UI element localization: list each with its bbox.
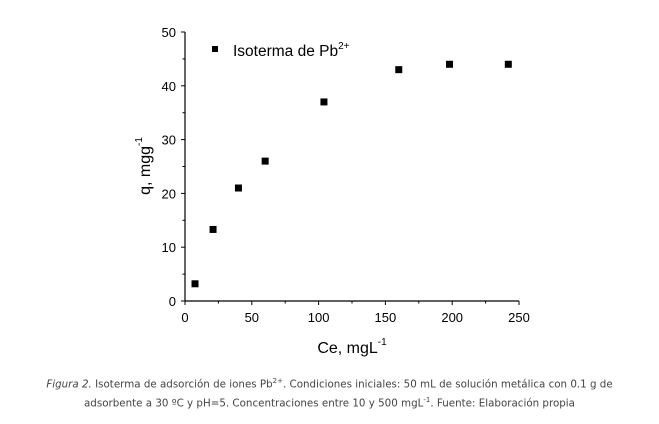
caption-text: Isoterma de adsorción de iones Pb: [91, 378, 273, 391]
axes: 0 50 100 150 200 250 0 10 20 30 40 50: [162, 25, 530, 325]
caption-sup: 2+: [272, 377, 283, 385]
data-point: [446, 60, 454, 68]
x-tick-label: 50: [245, 310, 259, 325]
x-tick-label: 0: [181, 310, 188, 325]
data-point: [234, 184, 242, 192]
y-axis-label: q, mgg-1: [134, 137, 154, 195]
y-tick-label: 30: [162, 133, 176, 148]
caption-label: Figura 2.: [46, 378, 92, 391]
caption-text: . Condiciones iniciales: 50 mL de soluci…: [283, 378, 613, 391]
data-point: [209, 225, 217, 233]
data-points: [191, 60, 512, 288]
data-point: [320, 98, 328, 106]
x-tick-label: 150: [375, 310, 397, 325]
y-tick-label: 20: [162, 186, 176, 201]
y-tick-label: 10: [162, 240, 176, 255]
x-tick-label: 100: [308, 310, 330, 325]
x-tick-label: 200: [441, 310, 463, 325]
figure-caption: Figura 2. Isoterma de adsorción de iones…: [0, 373, 659, 412]
legend: Isoterma de Pb2+: [212, 41, 350, 60]
x-tick-label: 250: [508, 310, 530, 325]
x-axis-label: Ce, mgL-1: [317, 337, 387, 357]
caption-text: adsorbente a 30 ºC y pH=5. Concentracion…: [84, 397, 424, 410]
legend-marker: [212, 46, 218, 52]
legend-label: Isoterma de Pb2+: [233, 41, 350, 60]
y-tick-label: 0: [169, 294, 176, 309]
data-point: [395, 66, 403, 74]
y-tick-label: 50: [162, 25, 176, 40]
caption-sup: -1: [423, 396, 431, 405]
data-point: [504, 60, 512, 68]
caption-text: . Fuente: Elaboración propia: [430, 397, 575, 410]
y-tick-label: 40: [162, 79, 176, 94]
data-point: [191, 280, 199, 288]
scatter-chart: 0 50 100 150 200 250 0 10 20 30 40 50 Isoterma de P…: [134, 25, 530, 357]
data-point: [261, 157, 269, 165]
